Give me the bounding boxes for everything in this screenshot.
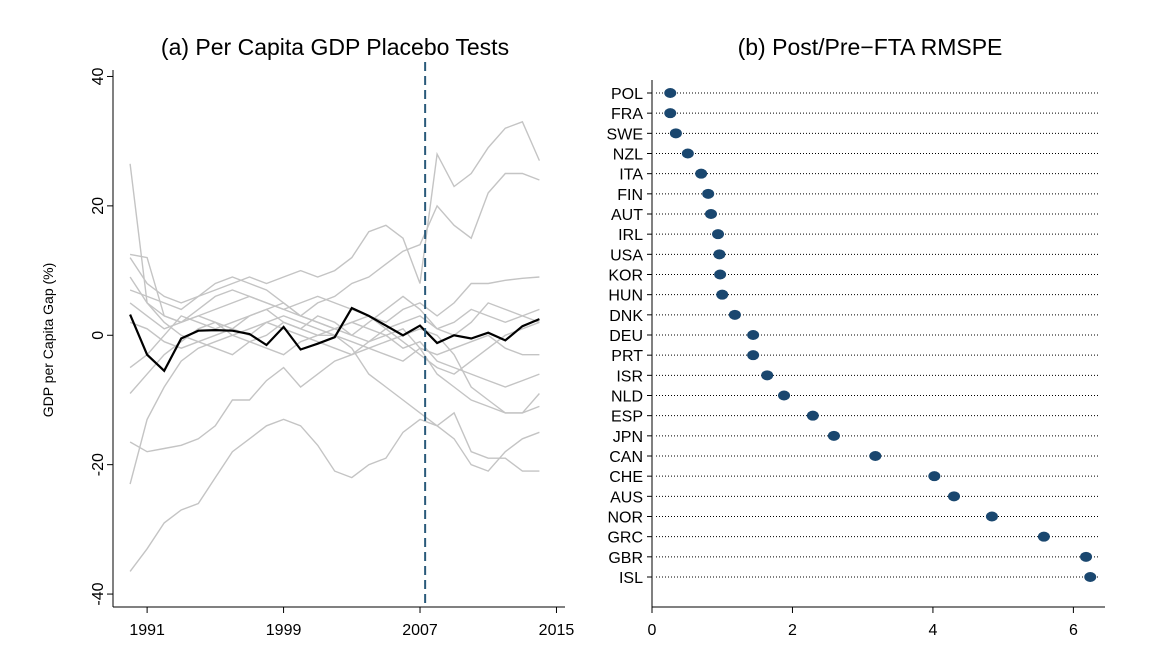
category-label: DEU [609, 328, 643, 345]
category-label: KOR [608, 268, 643, 285]
category-label: IRL [618, 227, 643, 244]
series-line [129, 306, 540, 373]
dot [664, 108, 677, 119]
category-label: GRC [607, 530, 643, 547]
x-tick-label: 2015 [539, 622, 575, 639]
dot [985, 511, 998, 522]
x-tick-label: 0 [648, 622, 657, 639]
dot [1037, 531, 1050, 542]
dot [869, 451, 882, 461]
dot [704, 209, 717, 219]
dot [714, 269, 727, 280]
dot [713, 249, 726, 260]
category-label: SWE [607, 126, 643, 143]
category-label: AUS [610, 489, 643, 506]
dot [827, 430, 840, 441]
category-label: NOR [607, 510, 643, 527]
dot [928, 471, 941, 482]
dot [712, 229, 725, 240]
series-line [129, 328, 540, 453]
category-label: HUN [608, 288, 643, 305]
dot [948, 491, 960, 502]
dot [669, 128, 682, 139]
dot [806, 410, 819, 421]
y-tick-label: 40 [90, 67, 107, 85]
y-tick-label: 0 [90, 331, 107, 340]
category-label: FIN [617, 187, 643, 204]
series-line [129, 418, 540, 572]
y-tick-label: -40 [90, 582, 107, 605]
category-label: JPN [613, 429, 643, 446]
y-tick-label: -20 [90, 453, 107, 476]
dot [761, 370, 774, 381]
y-axis-label: GDP per Capita Gap (%) [40, 263, 56, 418]
dot [778, 390, 791, 401]
dot [728, 309, 741, 320]
dot [681, 148, 694, 159]
category-label: CAN [609, 449, 643, 466]
x-tick-label: 2007 [402, 622, 438, 639]
category-label: ISL [619, 570, 643, 587]
category-label: ISR [616, 368, 643, 385]
dot [702, 188, 715, 199]
x-tick-label: 1999 [266, 622, 302, 639]
dot [695, 168, 708, 179]
dot [1084, 572, 1097, 582]
series-line [129, 308, 540, 394]
category-label: DNK [609, 308, 643, 325]
x-tick-label: 2 [788, 622, 797, 639]
category-label: FRA [611, 106, 643, 123]
dot [747, 350, 760, 361]
chart-title: (a) Per Capita GDP Placebo Tests [161, 34, 509, 60]
category-label: AUT [611, 207, 643, 224]
dot [1080, 551, 1093, 562]
chart-title: (b) Post/Pre−FTA RMSPE [738, 34, 1003, 60]
x-tick-label: 4 [928, 622, 937, 639]
category-label: NZL [613, 147, 643, 164]
y-tick-label: 20 [90, 197, 107, 215]
series-line [129, 321, 540, 356]
category-label: CHE [609, 469, 643, 486]
dot [664, 88, 677, 98]
x-tick-label: 1991 [129, 622, 165, 639]
category-label: PRT [611, 348, 643, 365]
category-label: USA [610, 247, 643, 264]
category-label: NLD [611, 389, 643, 406]
category-label: GBR [608, 550, 643, 567]
dot [716, 289, 729, 300]
category-label: ITA [619, 167, 643, 184]
series-line [129, 276, 540, 375]
series-line [129, 163, 540, 324]
category-label: POL [611, 86, 643, 103]
dot [747, 330, 760, 340]
category-label: ESP [611, 409, 643, 426]
x-tick-label: 6 [1069, 622, 1078, 639]
